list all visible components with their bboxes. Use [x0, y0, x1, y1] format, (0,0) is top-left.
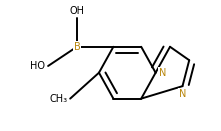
- Text: N: N: [179, 89, 186, 99]
- Text: HO: HO: [30, 61, 45, 71]
- Text: B: B: [74, 42, 80, 52]
- Text: N: N: [158, 68, 166, 78]
- Text: CH₃: CH₃: [49, 94, 67, 104]
- Text: OH: OH: [69, 6, 84, 16]
